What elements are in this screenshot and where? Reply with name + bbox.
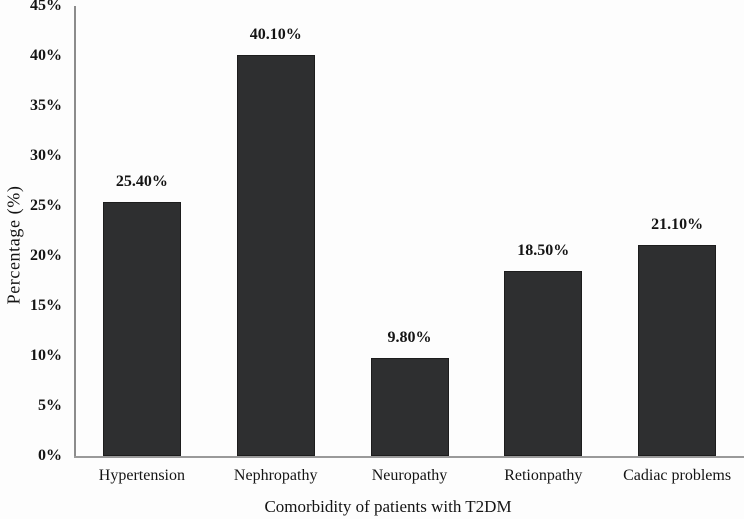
y-tick-label: 35% (30, 97, 62, 114)
bar-value-label: 9.80% (387, 329, 432, 346)
y-tick-label: 10% (30, 347, 62, 364)
y-tick-label: 45% (30, 0, 62, 14)
bar-value-label: 40.10% (249, 26, 302, 43)
y-tick-label: 15% (30, 297, 62, 314)
category-label-retionpathy: Retionpathy (504, 467, 583, 484)
category-label-cadiac-problems: Cadiac problems (623, 467, 732, 484)
bar-value-label: 18.50% (517, 242, 570, 259)
category-label-hypertension: Hypertension (98, 467, 185, 484)
bar-retionpathy (504, 271, 583, 456)
bar-cadiac-problems (638, 245, 717, 456)
y-tick-label: 5% (38, 397, 62, 414)
x-axis-line (74, 456, 744, 458)
bar-hypertension (102, 202, 181, 456)
y-tick-label: 0% (38, 447, 62, 464)
bar-value-label: 25.40% (115, 173, 168, 190)
y-axis-line (74, 6, 76, 457)
bar-neuropathy (370, 358, 449, 456)
bar-nephropathy (236, 55, 315, 456)
y-tick-label: 20% (30, 247, 62, 264)
y-tick-label: 25% (30, 197, 62, 214)
y-tick-label: 40% (30, 47, 62, 64)
y-tick-label: 30% (30, 147, 62, 164)
x-axis-title: Comorbidity of patients with T2DM (264, 497, 512, 516)
category-label-nephropathy: Nephropathy (233, 467, 318, 484)
category-label-neuropathy: Neuropathy (371, 467, 448, 484)
bar-value-label: 21.10% (651, 216, 704, 233)
